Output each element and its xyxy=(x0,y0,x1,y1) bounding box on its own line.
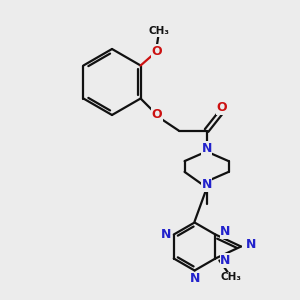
Text: CH₃: CH₃ xyxy=(148,26,169,37)
Text: N: N xyxy=(220,254,231,267)
Text: CH₃: CH₃ xyxy=(221,272,242,283)
Text: O: O xyxy=(151,45,162,58)
Text: O: O xyxy=(151,108,162,121)
Text: O: O xyxy=(216,101,227,114)
Text: N: N xyxy=(201,178,212,191)
Text: N: N xyxy=(189,272,200,286)
Text: N: N xyxy=(246,238,256,251)
Text: N: N xyxy=(220,225,231,238)
Text: N: N xyxy=(160,228,171,241)
Text: N: N xyxy=(201,142,212,155)
